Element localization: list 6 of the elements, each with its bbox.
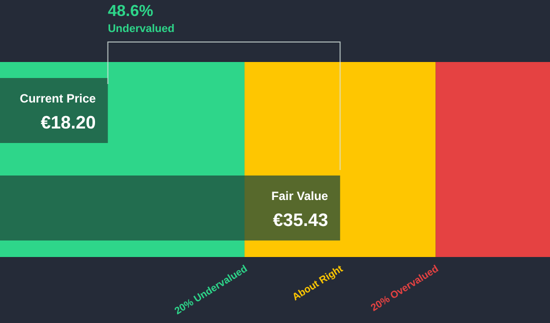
y-tick-label: Fair Value: [271, 189, 328, 203]
y-tick-label: Current Price: [20, 92, 96, 106]
chart-subtitle: Undervalued: [108, 23, 174, 35]
chart-title: 48.6%: [108, 3, 154, 20]
data-label: €18.20: [40, 112, 96, 132]
data-label: €35.43: [273, 210, 328, 230]
